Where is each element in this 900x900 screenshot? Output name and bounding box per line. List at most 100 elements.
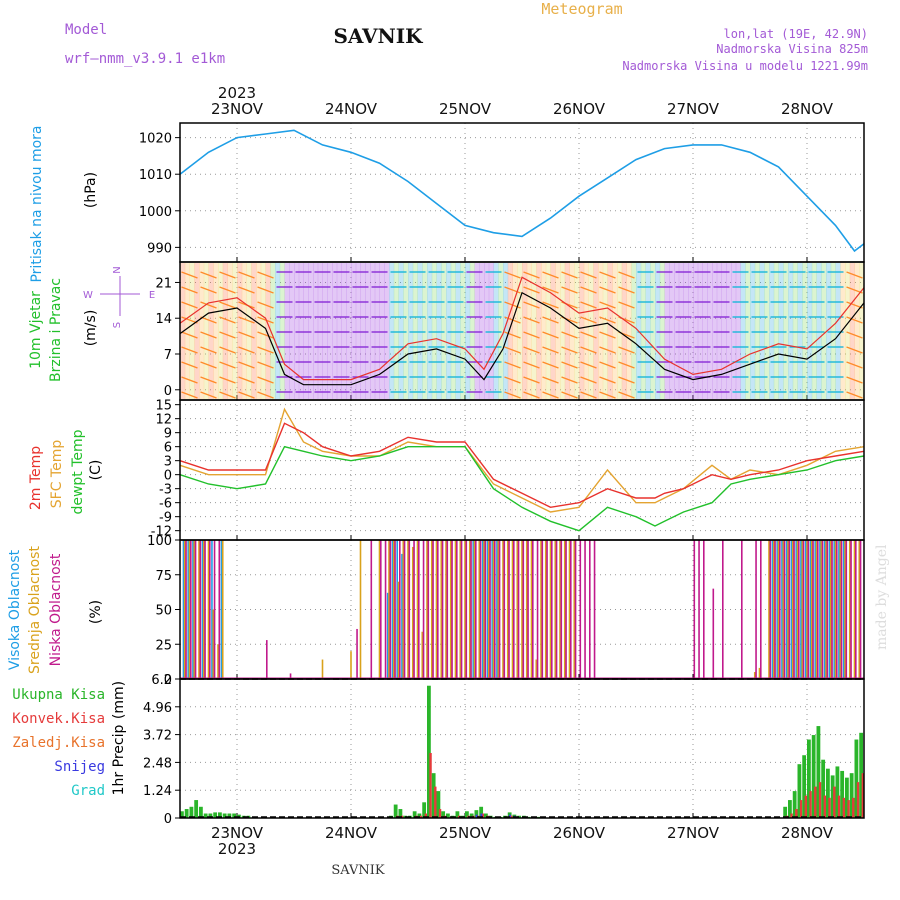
wind-barb-band [773,263,779,399]
precip-total-bar [469,813,474,818]
cloud-bar [441,540,444,679]
cloud-bar [810,540,813,679]
wind-barb [219,346,236,354]
wind-barb-band [194,263,200,399]
cloud-bar [541,540,544,679]
wind-barb-band [759,263,765,399]
cloud-bar [380,540,382,679]
sfc-temp-line [179,407,865,513]
cloud-bar [809,540,812,679]
wind-barb-band [617,263,623,399]
cloud-bar [758,667,761,679]
cloud-bar [212,609,215,679]
cloud-bar [464,540,466,679]
cloud-bar [560,540,563,679]
wind-gust-line [179,276,865,381]
model-label: Model [65,22,107,38]
model-name: wrf—nmm_v3.9.1 e1km [65,51,225,67]
precip-total-bar [792,791,797,818]
cloud-bar [378,540,381,679]
cloud-bar [779,540,781,679]
wind-barb [846,391,863,399]
precip-total-bar [222,813,227,818]
wind-barb-band [811,263,817,399]
wind-barb [200,316,217,324]
wind-barb-band [227,263,233,399]
wind-barb [257,286,274,294]
wind-barb [542,301,559,309]
precip-legend-item: Snijeg [54,759,105,775]
wind-speed-line [179,291,865,386]
wind-barb-band [389,263,395,399]
compass-e: E [149,290,155,301]
cloud-bar [497,540,500,679]
cloud-bar [454,540,457,679]
wind-barb-band [598,263,604,399]
wind-barb-band [545,263,551,399]
y-tick-label: 1010 [139,168,172,183]
ylabel-cloud-low: Niska Oblacnost [48,553,64,666]
wind-barb-band [683,263,689,399]
cloud-bar [185,540,187,679]
y-tick-label: 100 [147,534,172,549]
cloud-bar [800,540,802,679]
wind-barb [181,391,198,399]
cloud-bar [213,540,216,679]
cloud-bar [183,540,186,679]
wind-barb [599,301,616,309]
wind-barb-band [260,263,266,399]
y-tick-label: -3 [159,483,172,498]
wind-barb-band [859,263,865,399]
cloud-bar [793,540,795,679]
wind-barb-band [251,263,257,399]
wind-barb-band [845,263,851,399]
wind-barb [580,301,597,309]
wind-barb [523,271,540,279]
wind-barb-band [341,263,347,399]
wind-barb-band [455,263,461,399]
wind-barb [561,271,578,279]
wind-barb [504,331,521,339]
precip-convective-bar [842,797,845,818]
wind-barb-band [645,263,651,399]
wind-barb [257,376,274,384]
wind-barb [523,346,540,354]
cloud-bar [535,659,538,679]
wind-barb [181,376,198,384]
wind-barb [238,316,255,324]
wind-barb-band [465,263,471,399]
cloud-bar [703,540,705,679]
wind-barb-band [797,263,803,399]
wind-barb [219,316,236,324]
cloud-bar [218,540,221,679]
wind-barb-band [355,263,361,399]
y-tick-label: 0 [164,812,172,827]
wind-barb [561,361,578,369]
wind-barb [523,376,540,384]
cloud-bar [693,540,696,679]
wind-barb [200,361,217,369]
cloud-bar [555,540,558,679]
cloud-bar [802,540,805,679]
cloud-bar [266,640,268,679]
ylabel-dew: dewpt Temp [70,429,86,514]
cloud-bar [741,540,743,679]
y-tick-label: 0 [164,384,172,399]
precip-total-bar [422,802,427,818]
x-tick-label-bottom: 24NOV [325,824,378,842]
precip-total-bar [427,685,431,818]
cloud-bar [449,540,452,679]
cloud-bar [388,540,390,679]
precip-convective-bar [419,815,423,818]
wind-barb-band [769,263,775,399]
wind-barb [257,301,274,309]
wind-barb-band [678,263,684,399]
dewpoint-line [179,445,865,532]
wind-barb [580,361,597,369]
precip-total-bar [184,809,189,818]
ylabel-precip: 1hr Precip [111,725,127,796]
cloud-bar [396,540,398,679]
wind-barb-band [650,263,656,399]
wind-barb [219,301,236,309]
wind-barb-band [488,263,494,399]
